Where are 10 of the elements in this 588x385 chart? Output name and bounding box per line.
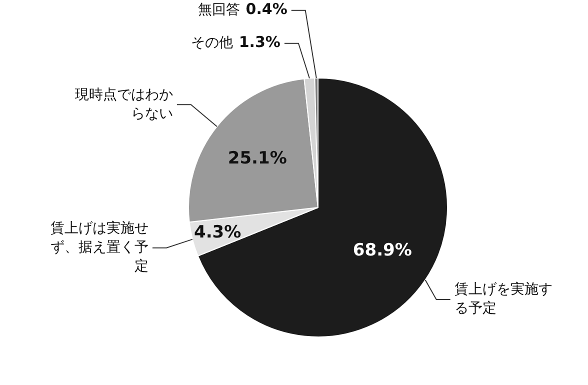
slice-label: 無回答 bbox=[198, 2, 240, 18]
data-label: 1.3% bbox=[238, 33, 280, 52]
slice-label: その他 bbox=[190, 35, 233, 51]
data-label: 68.9% bbox=[352, 240, 412, 260]
data-label: 25.1% bbox=[228, 148, 287, 168]
data-label: 0.4% bbox=[246, 0, 288, 18]
slice-label: 賃上げを実施する予定 bbox=[454, 282, 552, 317]
slice-label: 現時点ではわからない bbox=[74, 86, 173, 122]
data-label: 4.3% bbox=[194, 222, 242, 242]
slice-label: 賃上げは実施せず、据え置く予定 bbox=[50, 220, 148, 275]
